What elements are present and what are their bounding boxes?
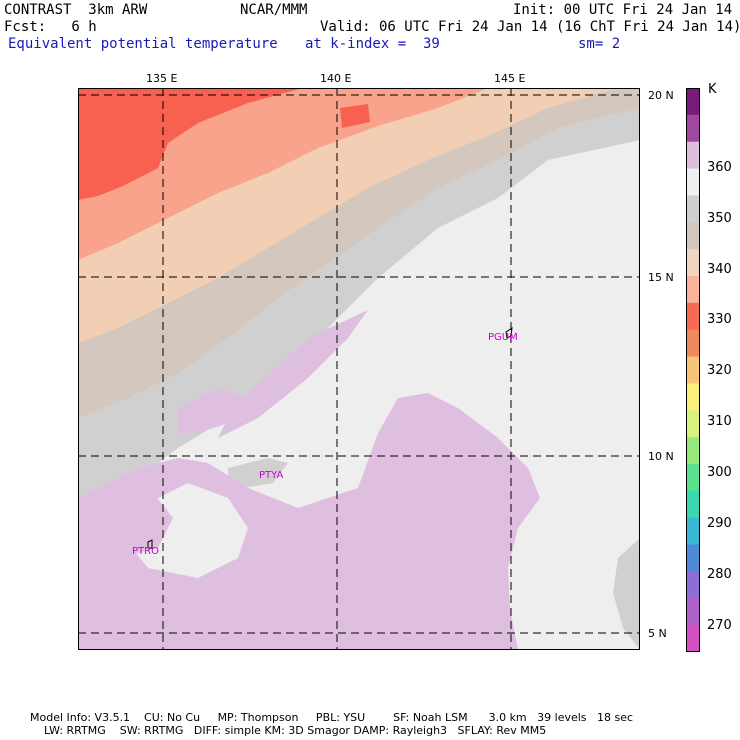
- field-name: Equivalent potential temperature: [8, 36, 278, 52]
- colorbar: [686, 88, 700, 652]
- colorbar-swatch: [686, 302, 700, 331]
- colorbar-label: 300: [707, 465, 732, 480]
- colorbar-swatch: [686, 464, 700, 492]
- level-index: at k-index = 39: [305, 36, 440, 52]
- colorbar-label: 320: [707, 363, 732, 378]
- colorbar-label: 360: [707, 160, 732, 175]
- colorbar-swatch: [686, 329, 700, 358]
- colorbar-label: 310: [707, 414, 732, 429]
- colorbar-swatch: [686, 517, 700, 546]
- lat-label-10: 10 N: [648, 450, 674, 463]
- right-edge-350: [613, 538, 640, 650]
- footer-line-2: LW: RRTMG SW: RRTMG DIFF: simple KM: 3D …: [30, 724, 547, 737]
- colorbar-swatch: [686, 222, 700, 250]
- plume-360-b: [178, 388, 248, 433]
- colorbar-label: 350: [707, 211, 732, 226]
- colorbar-label: 280: [707, 567, 732, 582]
- colorbar-swatch: [686, 625, 700, 652]
- map-frame: [78, 88, 640, 650]
- colorbar-swatch: [686, 598, 700, 626]
- lon-label-140: 140 E: [320, 72, 352, 85]
- colorbar-label: 290: [707, 516, 732, 531]
- org-label: NCAR/MMM: [240, 2, 308, 18]
- colorbar-label: 270: [707, 618, 732, 633]
- lat-label-5: 5 N: [648, 627, 667, 640]
- colorbar-swatch: [686, 544, 700, 572]
- colorbar-swatch: [686, 356, 700, 384]
- lat-label-20: 20 N: [648, 89, 674, 102]
- colorbar-swatch: [686, 383, 700, 411]
- region-360-main: [78, 393, 540, 650]
- lavender-patch: [98, 493, 173, 558]
- lon-label-145: 145 E: [494, 72, 526, 85]
- gray-pocket: [228, 458, 288, 488]
- colorbar-swatch: [686, 571, 700, 599]
- colorbar-swatch: [686, 249, 700, 277]
- lon-label-135: 135 E: [146, 72, 178, 85]
- colorbar-swatch: [686, 276, 700, 304]
- valid-time: Valid: 06 UTC Fri 24 Jan 14 (16 ChT Fri …: [320, 19, 740, 35]
- colorbar-label: 330: [707, 312, 732, 327]
- theta-e-map: [78, 88, 640, 650]
- station-ptya: PTYA: [259, 470, 284, 481]
- footer-line-1: Model Info: V3.5.1 CU: No Cu MP: Thompso…: [30, 711, 634, 724]
- band-330-blob: [340, 104, 370, 128]
- band-330: [78, 88, 303, 200]
- colorbar-swatch: [686, 490, 700, 519]
- colorbar-swatch: [686, 410, 700, 438]
- plume-360-a: [218, 310, 368, 438]
- colorbar-swatch: [686, 168, 700, 196]
- smoothing: sm= 2: [578, 36, 621, 52]
- colorbar-label: 340: [707, 262, 732, 277]
- colorbar-unit: K: [708, 82, 717, 97]
- colorbar-swatch: [686, 88, 700, 116]
- colorbar-swatch: [686, 141, 700, 170]
- station-ptro: PTRO: [132, 546, 159, 557]
- lat-label-15: 15 N: [648, 271, 674, 284]
- colorbar-swatch: [686, 195, 700, 223]
- model-title: CONTRAST 3km ARW: [4, 2, 148, 18]
- station-pgum: PGUM: [488, 332, 518, 343]
- colorbar-swatch: [686, 114, 700, 143]
- colorbar-outline: [686, 88, 700, 652]
- forecast-hour: Fcst: 6 h: [4, 19, 97, 35]
- colorbar-swatch: [686, 437, 700, 465]
- ptro-island: [147, 539, 153, 549]
- init-time: Init: 00 UTC Fri 24 Jan 14: [513, 2, 733, 18]
